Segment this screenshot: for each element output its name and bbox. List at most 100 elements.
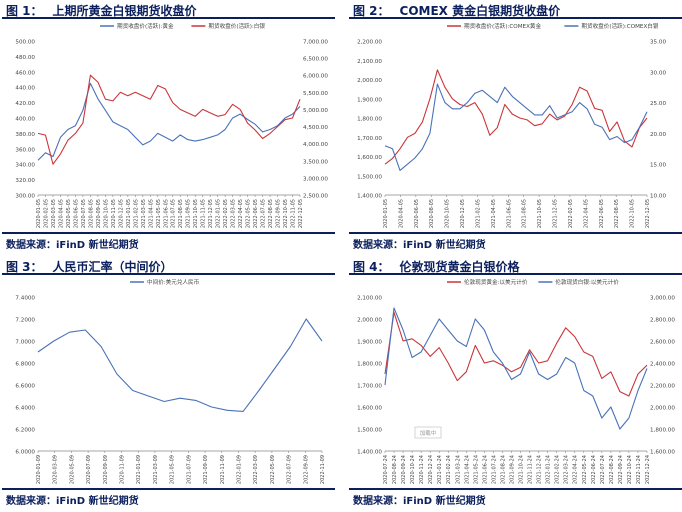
x-tick-label: 2020-05-09	[69, 455, 75, 484]
x-tick-label: 2021-04-24	[464, 455, 470, 484]
x-tick-label: 2022-11-05	[291, 199, 297, 228]
x-tick-label: 2022-10-05	[630, 199, 636, 228]
x-tick-label: 2020-08-24	[392, 455, 398, 484]
y2-tick-label: 2,800.00	[650, 318, 675, 324]
y-tick-label: 1,400.00	[357, 194, 382, 200]
y2-tick-label: 4,000.00	[303, 142, 328, 148]
y-tick-label: 2,000.00	[357, 318, 382, 324]
x-tick-label: 2022-12-05	[645, 199, 651, 228]
y-tick-label: 2,100.00	[357, 59, 382, 65]
x-tick-label: 2021-10-05	[537, 199, 543, 228]
y-tick-label: 6.8000	[15, 362, 35, 368]
y-tick-label: 500.00	[15, 40, 35, 46]
y-tick-label: 1,800.00	[357, 117, 382, 123]
y2-tick-label: 1,600.00	[650, 450, 675, 456]
x-tick-label: 2020-11-24	[419, 455, 425, 484]
x-tick-label: 2022-08-24	[609, 455, 615, 484]
title-rule	[2, 273, 335, 275]
x-tick-label: 2022-12-24	[645, 455, 651, 484]
x-tick-label: 2021-02-05	[133, 199, 139, 228]
legend-label: 期货收盘价(活跃):白银	[208, 22, 265, 30]
x-tick-label: 2021-12-05	[553, 199, 559, 228]
y-tick-label: 380.00	[15, 132, 35, 138]
x-tick-label: 2021-06-05	[163, 199, 169, 228]
x-tick-label: 2020-10-05	[445, 199, 451, 228]
x-tick-label: 2021-02-05	[475, 199, 481, 228]
x-tick-label: 2021-10-05	[193, 199, 199, 228]
watermark-box	[414, 426, 442, 439]
x-tick-label: 2021-03-24	[455, 455, 461, 484]
y-tick-label: 6.4000	[15, 406, 35, 412]
x-tick-label: 2020-07-24	[383, 455, 389, 484]
x-tick-label: 2020-01-09	[36, 455, 42, 484]
x-tick-label: 2020-04-05	[58, 199, 64, 228]
y2-tick-label: 4,500.00	[303, 125, 328, 131]
y-tick-label: 7.0000	[15, 340, 35, 346]
legend-label: 期货收盘价(活跃):黄金	[117, 22, 174, 30]
x-tick-label: 2020-12-24	[428, 455, 434, 484]
y-tick-label: 480.00	[15, 55, 35, 61]
y2-tick-label: 6,500.00	[303, 57, 328, 63]
series-line-1	[37, 82, 301, 161]
y2-tick-label: 3,000.00	[650, 296, 675, 302]
x-tick-label: 2022-01-09	[236, 455, 242, 484]
x-tick-label: 2020-04-05	[398, 199, 404, 228]
y2-tick-label: 10.00	[650, 194, 666, 200]
x-tick-label: 2021-04-05	[148, 199, 154, 228]
y2-tick-label: 5,000.00	[303, 108, 328, 114]
y-tick-label: 420.00	[15, 101, 35, 107]
x-tick-label: 2022-01-24	[546, 455, 552, 484]
panel-4: 图 4： 伦敦现货黄金白银价格 2,100.00 2,000.00 1,900.00 1…	[347, 256, 682, 512]
x-tick-label: 2022-04-05	[238, 199, 244, 228]
x-tick-label: 2021-01-24	[437, 455, 443, 484]
title-rule	[2, 17, 335, 19]
x-tick-label: 2022-06-24	[591, 455, 597, 484]
x-tick-label: 2022-09-24	[618, 455, 624, 484]
x-tick-label: 2022-03-05	[231, 199, 237, 228]
data-source: 数据来源：iFinD 新世纪期货	[353, 240, 486, 251]
x-tick-label: 2022-11-09	[320, 455, 326, 484]
y-tick-label: 1,700.00	[357, 136, 382, 142]
x-tick-label: 2020-01-05	[36, 199, 42, 228]
x-tick-label: 2022-02-05	[568, 199, 574, 228]
series-line-2	[384, 307, 648, 430]
source-rule	[349, 232, 682, 234]
x-tick-label: 2022-01-05	[216, 199, 222, 228]
y2-tick-label: 2,200.00	[650, 384, 675, 390]
x-tick-label: 2021-02-24	[446, 455, 452, 484]
y-tick-label: 1,800.00	[357, 362, 382, 368]
x-tick-label: 2022-05-05	[246, 199, 252, 228]
x-tick-label: 2020-08-05	[429, 199, 435, 228]
y-tick-label: 7.2000	[15, 318, 35, 324]
x-tick-label: 2020-02-05	[43, 199, 49, 228]
x-tick-label: 2021-05-09	[170, 455, 176, 484]
y-tick-label: 6.0000	[15, 450, 35, 456]
x-tick-label: 2022-07-09	[287, 455, 293, 484]
y-tick-label: 6.2000	[15, 428, 35, 434]
y-tick-label: 6.6000	[15, 384, 35, 390]
y-tick-label: 360.00	[15, 147, 35, 153]
figure-title: 图 4： 伦敦现货黄金白银价格	[353, 260, 520, 274]
figure-title: 图 2： COMEX 黄金白银期货收盘价	[353, 4, 561, 18]
series-line-2	[37, 74, 301, 165]
series-line-2	[384, 83, 648, 171]
x-tick-label: 2021-07-05	[171, 199, 177, 228]
x-tick-label: 2022-09-05	[276, 199, 282, 228]
x-tick-label: 2022-06-05	[253, 199, 259, 228]
x-tick-label: 2021-08-05	[522, 199, 528, 228]
series-line-1	[384, 311, 648, 397]
y2-tick-label: 3,000.00	[303, 176, 328, 182]
x-tick-label: 2020-06-05	[414, 199, 420, 228]
x-tick-label: 2021-10-24	[519, 455, 525, 484]
series-line-1	[384, 69, 648, 165]
x-tick-label: 2021-01-05	[126, 199, 132, 228]
y2-tick-label: 5,500.00	[303, 91, 328, 97]
x-tick-label: 2021-03-05	[141, 199, 147, 228]
data-source: 数据来源：iFinD 新世纪期货	[6, 240, 139, 251]
x-tick-label: 2021-07-09	[186, 455, 192, 484]
x-tick-label: 2020-07-05	[81, 199, 87, 228]
x-tick-label: 2021-03-09	[153, 455, 159, 484]
x-tick-label: 2021-08-05	[178, 199, 184, 228]
y-tick-label: 1,500.00	[357, 428, 382, 434]
y-tick-label: 340.00	[15, 163, 35, 169]
